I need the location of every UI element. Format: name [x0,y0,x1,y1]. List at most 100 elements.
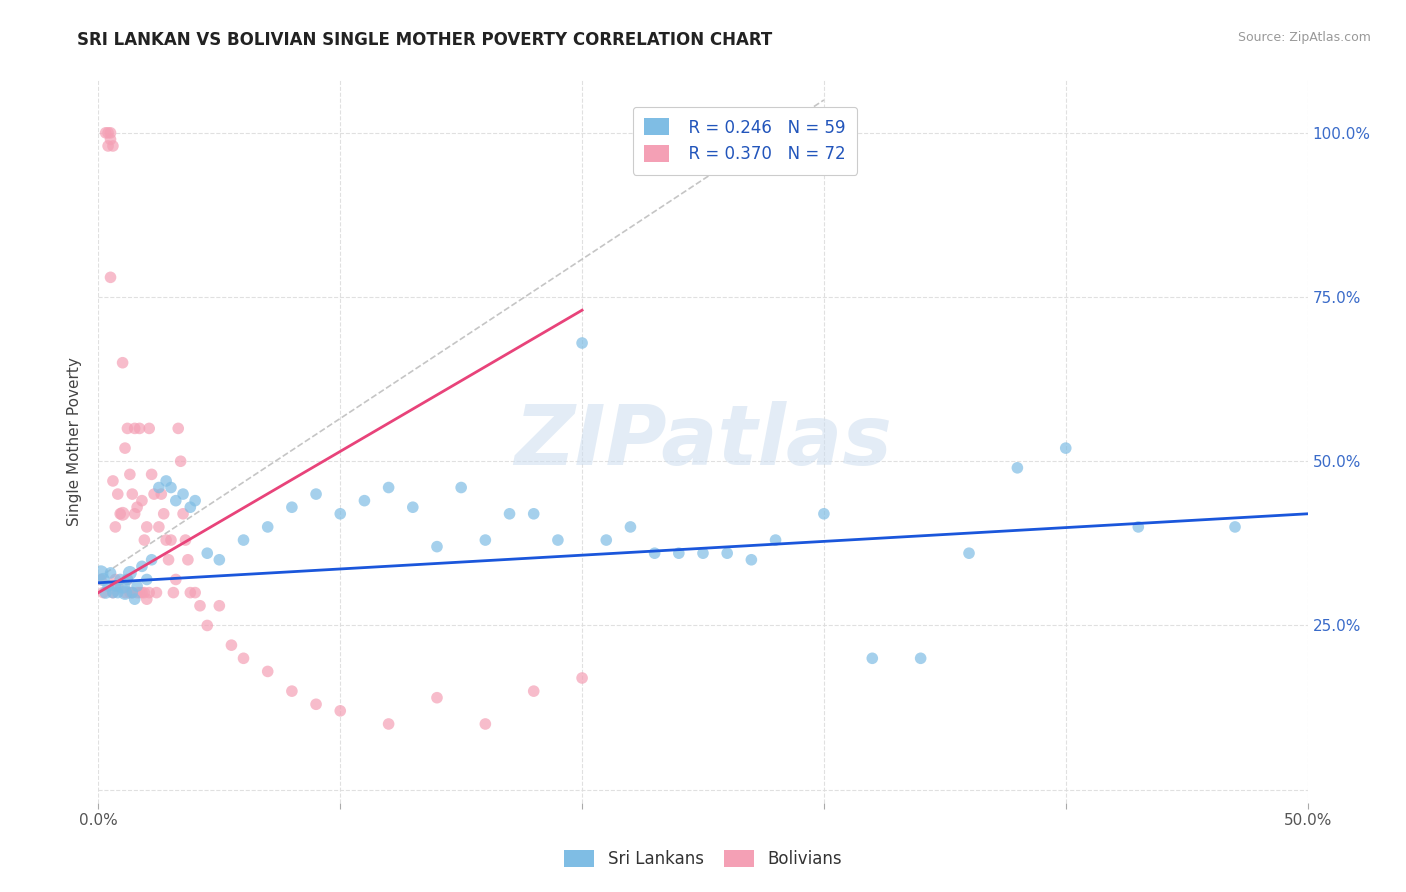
Point [141,553,163,567]
Point [91,585,114,599]
Point [169,454,191,468]
Y-axis label: Single Mother Poverty: Single Mother Poverty [67,357,83,526]
Point [111,579,134,593]
Point [100,126,122,140]
Text: ZIPatlas: ZIPatlas [515,401,891,482]
Point [104,520,127,534]
Point [135,520,157,534]
Point [111,356,134,370]
Point [91,573,114,587]
Point [104,579,127,593]
Point [145,585,167,599]
Point [256,665,278,679]
Point [141,467,163,482]
Point [124,592,146,607]
Point [107,579,129,593]
Point [127,579,149,593]
Point [128,585,150,599]
Point [232,651,254,665]
Point [957,546,980,560]
Point [127,585,149,599]
Point [329,704,352,718]
Point [305,487,328,501]
Point [281,500,304,515]
Point [101,585,124,599]
Text: Source: ZipAtlas.com: Source: ZipAtlas.com [1237,31,1371,45]
Point [377,481,399,495]
Point [100,270,122,285]
Point [402,500,425,515]
Point [104,573,127,587]
Point [118,585,141,599]
Point [644,546,666,560]
Legend:   R = 0.246   N = 59,   R = 0.370   N = 72: R = 0.246 N = 59, R = 0.370 N = 72 [633,107,858,175]
Point [256,520,278,534]
Point [172,507,194,521]
Point [160,533,183,547]
Point [138,421,160,435]
Point [148,481,170,495]
Point [498,507,520,521]
Point [179,500,201,515]
Point [135,573,157,587]
Point [100,132,122,146]
Point [134,585,156,599]
Point [97,126,120,140]
Point [474,717,496,731]
Point [101,585,124,599]
Point [90,566,112,580]
Point [111,507,134,521]
Point [124,507,146,521]
Point [195,546,218,560]
Point [117,421,139,435]
Point [860,651,883,665]
Point [221,638,243,652]
Point [121,585,143,599]
Point [426,690,449,705]
Point [134,533,156,547]
Point [765,533,787,547]
Point [107,487,129,501]
Point [155,474,177,488]
Point [101,139,124,153]
Point [523,684,546,698]
Point [305,698,328,712]
Point [94,585,117,599]
Point [329,507,352,521]
Point [114,585,136,599]
Point [1054,441,1077,455]
Point [281,684,304,698]
Point [740,553,762,567]
Point [910,651,932,665]
Point [571,671,593,685]
Point [148,520,170,534]
Point [162,585,184,599]
Point [188,599,211,613]
Point [108,507,131,521]
Point [108,573,131,587]
Point [353,493,375,508]
Point [450,481,472,495]
Point [619,520,641,534]
Point [135,592,157,607]
Point [121,487,143,501]
Point [1007,460,1029,475]
Point [165,493,187,508]
Point [118,467,141,482]
Point [155,533,177,547]
Point [114,441,136,455]
Point [157,553,180,567]
Point [131,585,153,599]
Point [172,487,194,501]
Point [131,559,153,574]
Point [138,585,160,599]
Point [117,573,139,587]
Point [124,421,146,435]
Point [121,585,143,599]
Point [131,493,153,508]
Point [117,573,139,587]
Point [1223,520,1246,534]
Point [160,481,183,495]
Point [97,139,120,153]
Point [165,573,187,587]
